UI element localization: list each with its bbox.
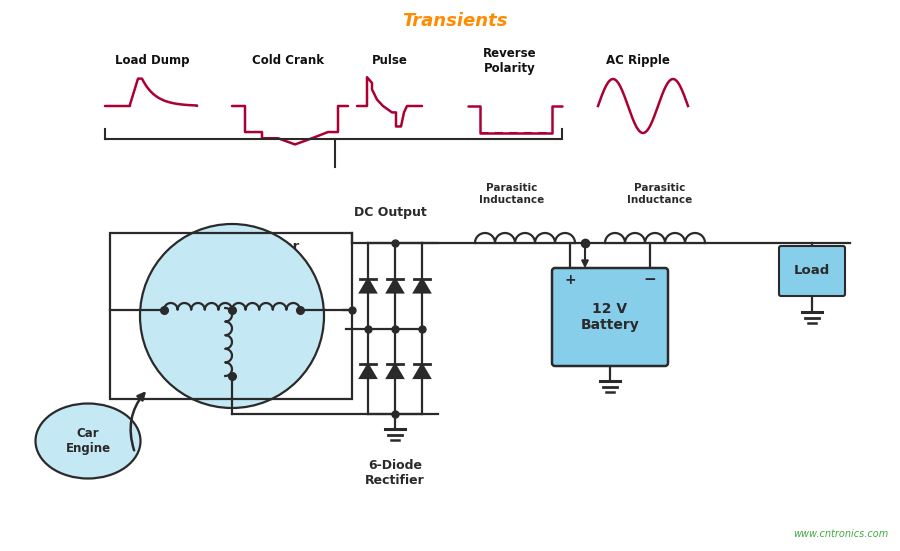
Polygon shape: [414, 279, 430, 293]
Text: Cold Crank: Cold Crank: [252, 55, 324, 68]
Text: −: −: [643, 272, 656, 287]
Circle shape: [140, 224, 324, 408]
Text: Load: Load: [794, 264, 830, 278]
Text: Alternator: Alternator: [223, 240, 301, 252]
Text: Car
Engine: Car Engine: [66, 427, 111, 455]
Text: DC Output: DC Output: [354, 206, 427, 219]
Text: Parasitic
Inductance: Parasitic Inductance: [480, 183, 544, 205]
Polygon shape: [360, 279, 376, 293]
Polygon shape: [387, 364, 403, 378]
Text: Parasitic
Inductance: Parasitic Inductance: [627, 183, 693, 205]
Polygon shape: [360, 364, 376, 378]
Text: Reverse
Polarity: Reverse Polarity: [483, 47, 536, 75]
Text: 12 V
Battery: 12 V Battery: [580, 302, 639, 332]
Polygon shape: [414, 364, 430, 378]
Text: Pulse: Pulse: [372, 55, 408, 68]
FancyBboxPatch shape: [552, 268, 668, 366]
FancyBboxPatch shape: [779, 246, 845, 296]
Ellipse shape: [35, 403, 140, 478]
Bar: [110, 233, 352, 399]
Text: 6-Diode
Rectifier: 6-Diode Rectifier: [365, 459, 425, 487]
Text: www.cntronics.com: www.cntronics.com: [793, 529, 888, 539]
Text: Load Dump: Load Dump: [115, 55, 189, 68]
Text: Transients: Transients: [402, 12, 508, 30]
Polygon shape: [387, 279, 403, 293]
Text: +: +: [565, 273, 577, 287]
Text: AC Ripple: AC Ripple: [606, 55, 670, 68]
